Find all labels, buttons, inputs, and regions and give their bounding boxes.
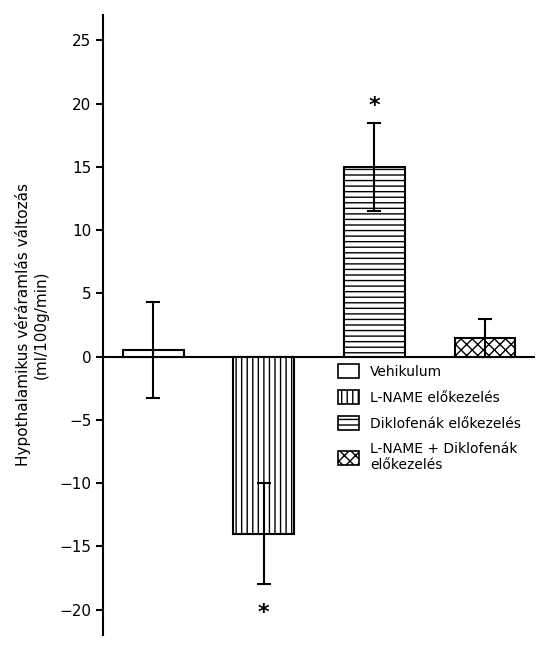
Bar <box>455 337 515 357</box>
Bar <box>344 167 405 357</box>
Y-axis label: Hypothalamikus véráramlás változás
(ml/100g/min): Hypothalamikus véráramlás változás (ml/1… <box>15 183 48 467</box>
Bar <box>123 350 184 357</box>
Text: *: * <box>368 96 380 116</box>
Bar <box>234 357 294 534</box>
Text: *: * <box>258 603 270 623</box>
Legend: Vehikulum, L-NAME előkezelés, Diklofenák előkezelés, L-NAME + Diklofenák
előkeze: Vehikulum, L-NAME előkezelés, Diklofenák… <box>331 357 528 479</box>
